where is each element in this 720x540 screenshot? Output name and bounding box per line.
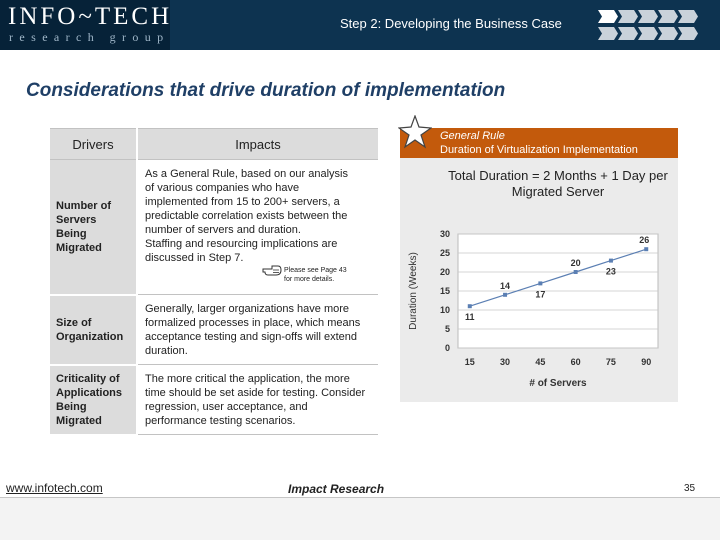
total-duration-formula: Total Duration = 2 Months + 1 Day per Mi…: [448, 168, 668, 199]
data-point: [538, 281, 543, 286]
impacts-column-header: Impacts: [138, 128, 378, 160]
y-tick-label: 25: [440, 248, 450, 258]
step-chevron: [618, 10, 638, 23]
data-label: 23: [606, 267, 616, 277]
logo-sub-text: research group: [9, 30, 170, 44]
step-chevron: [638, 27, 658, 40]
general-rule-subheading: Duration of Virtualization Implementatio…: [440, 144, 638, 156]
x-tick-label: 90: [641, 357, 651, 367]
footer-divider: [0, 497, 720, 498]
footer-impact-research: Impact Research: [288, 482, 385, 496]
footer-website-link[interactable]: www.infotech.com: [6, 481, 103, 495]
impact-cell: As a General Rule, based on our analysis…: [138, 160, 378, 295]
logo: INFO~TECH research group: [0, 0, 170, 50]
page-title: Considerations that drive duration of im…: [26, 80, 506, 101]
header-bar: INFO~TECH research group Step 2: Develop…: [0, 0, 720, 50]
pointing-hand-icon: [262, 265, 282, 276]
logo-main-text: INFO~TECH: [8, 3, 173, 30]
page-reference-note: Please see Page 43 for more details.: [284, 267, 347, 283]
data-point: [608, 258, 613, 263]
step-chevron: [678, 27, 698, 40]
data-label: 20: [571, 258, 581, 268]
series-line: [469, 248, 647, 307]
impact-text: As a General Rule, based on our analysis…: [138, 160, 378, 265]
star-icon: [398, 115, 432, 149]
step-chevron: [598, 27, 618, 40]
y-axis-label: Duration (Weeks): [408, 252, 419, 330]
step-chevron: [638, 10, 658, 23]
driver-label: Criticality of Applications Being Migrat…: [56, 373, 123, 427]
general-rule-header: General Rule Duration of Virtualization …: [400, 128, 678, 158]
step-chevron: [618, 27, 638, 40]
data-point: [467, 304, 472, 309]
impact-line: predictable correlation exists between t…: [145, 210, 348, 222]
data-point: [503, 292, 508, 297]
y-tick-label: 30: [440, 229, 450, 239]
impact-line: number of servers and duration.: [145, 224, 301, 236]
y-tick-label: 5: [445, 324, 450, 334]
data-label: 26: [639, 235, 649, 245]
step-chevron: [658, 10, 678, 23]
impact-text: Generally, larger organizations have mor…: [145, 303, 361, 357]
impact-cell: The more critical the application, the m…: [138, 366, 378, 435]
data-point: [644, 247, 649, 252]
footer-bar: [0, 498, 720, 540]
page-number: 35: [684, 483, 696, 494]
data-label: 17: [535, 289, 545, 299]
step-title: Step 2: Developing the Business Case: [340, 16, 562, 31]
y-tick-label: 0: [445, 343, 450, 353]
impact-line: Staffing and resourcing implications are: [145, 238, 338, 250]
y-tick-label: 15: [440, 286, 450, 296]
duration-chart: 0 5 10 15 20 25 30 15 30 45 60 75 90 11 14 17 20 23 26 # of…: [408, 229, 659, 389]
x-tick-label: 60: [571, 357, 581, 367]
x-tick-label: 15: [465, 357, 475, 367]
x-tick-label: 75: [606, 357, 616, 367]
driver-cell: Number of Servers Being Migrated: [50, 160, 136, 294]
y-tick-label: 20: [440, 267, 450, 277]
x-axis-label: # of Servers: [529, 378, 587, 389]
driver-label: Number of Servers Being Migrated: [56, 200, 111, 254]
step-chevron: [658, 27, 678, 40]
step-chevron: [598, 10, 618, 23]
data-label: 14: [500, 281, 510, 291]
drivers-column-header: Drivers: [50, 128, 136, 160]
x-tick-label: 30: [500, 357, 510, 367]
impact-line: discussed in Step 7.: [145, 252, 244, 264]
step-chevron: [678, 10, 698, 23]
y-tick-label: 10: [440, 305, 450, 315]
data-label: 11: [465, 312, 475, 322]
data-point: [573, 270, 578, 274]
impact-line: implemented from 15 to 200+ servers, a: [145, 196, 340, 208]
impact-text: The more critical the application, the m…: [145, 373, 366, 427]
driver-label: Size of Organization: [56, 317, 124, 343]
impact-line: of various companies who have: [145, 182, 300, 194]
x-tick-label: 45: [535, 357, 545, 367]
driver-cell: Size of Organization: [50, 296, 136, 364]
driver-cell: Criticality of Applications Being Migrat…: [50, 366, 136, 434]
general-rule-heading: General Rule: [440, 130, 505, 142]
impact-line: As a General Rule, based on our analysis: [145, 168, 349, 180]
impact-cell: Generally, larger organizations have mor…: [138, 296, 378, 365]
step-progress-chevrons: [598, 8, 718, 42]
